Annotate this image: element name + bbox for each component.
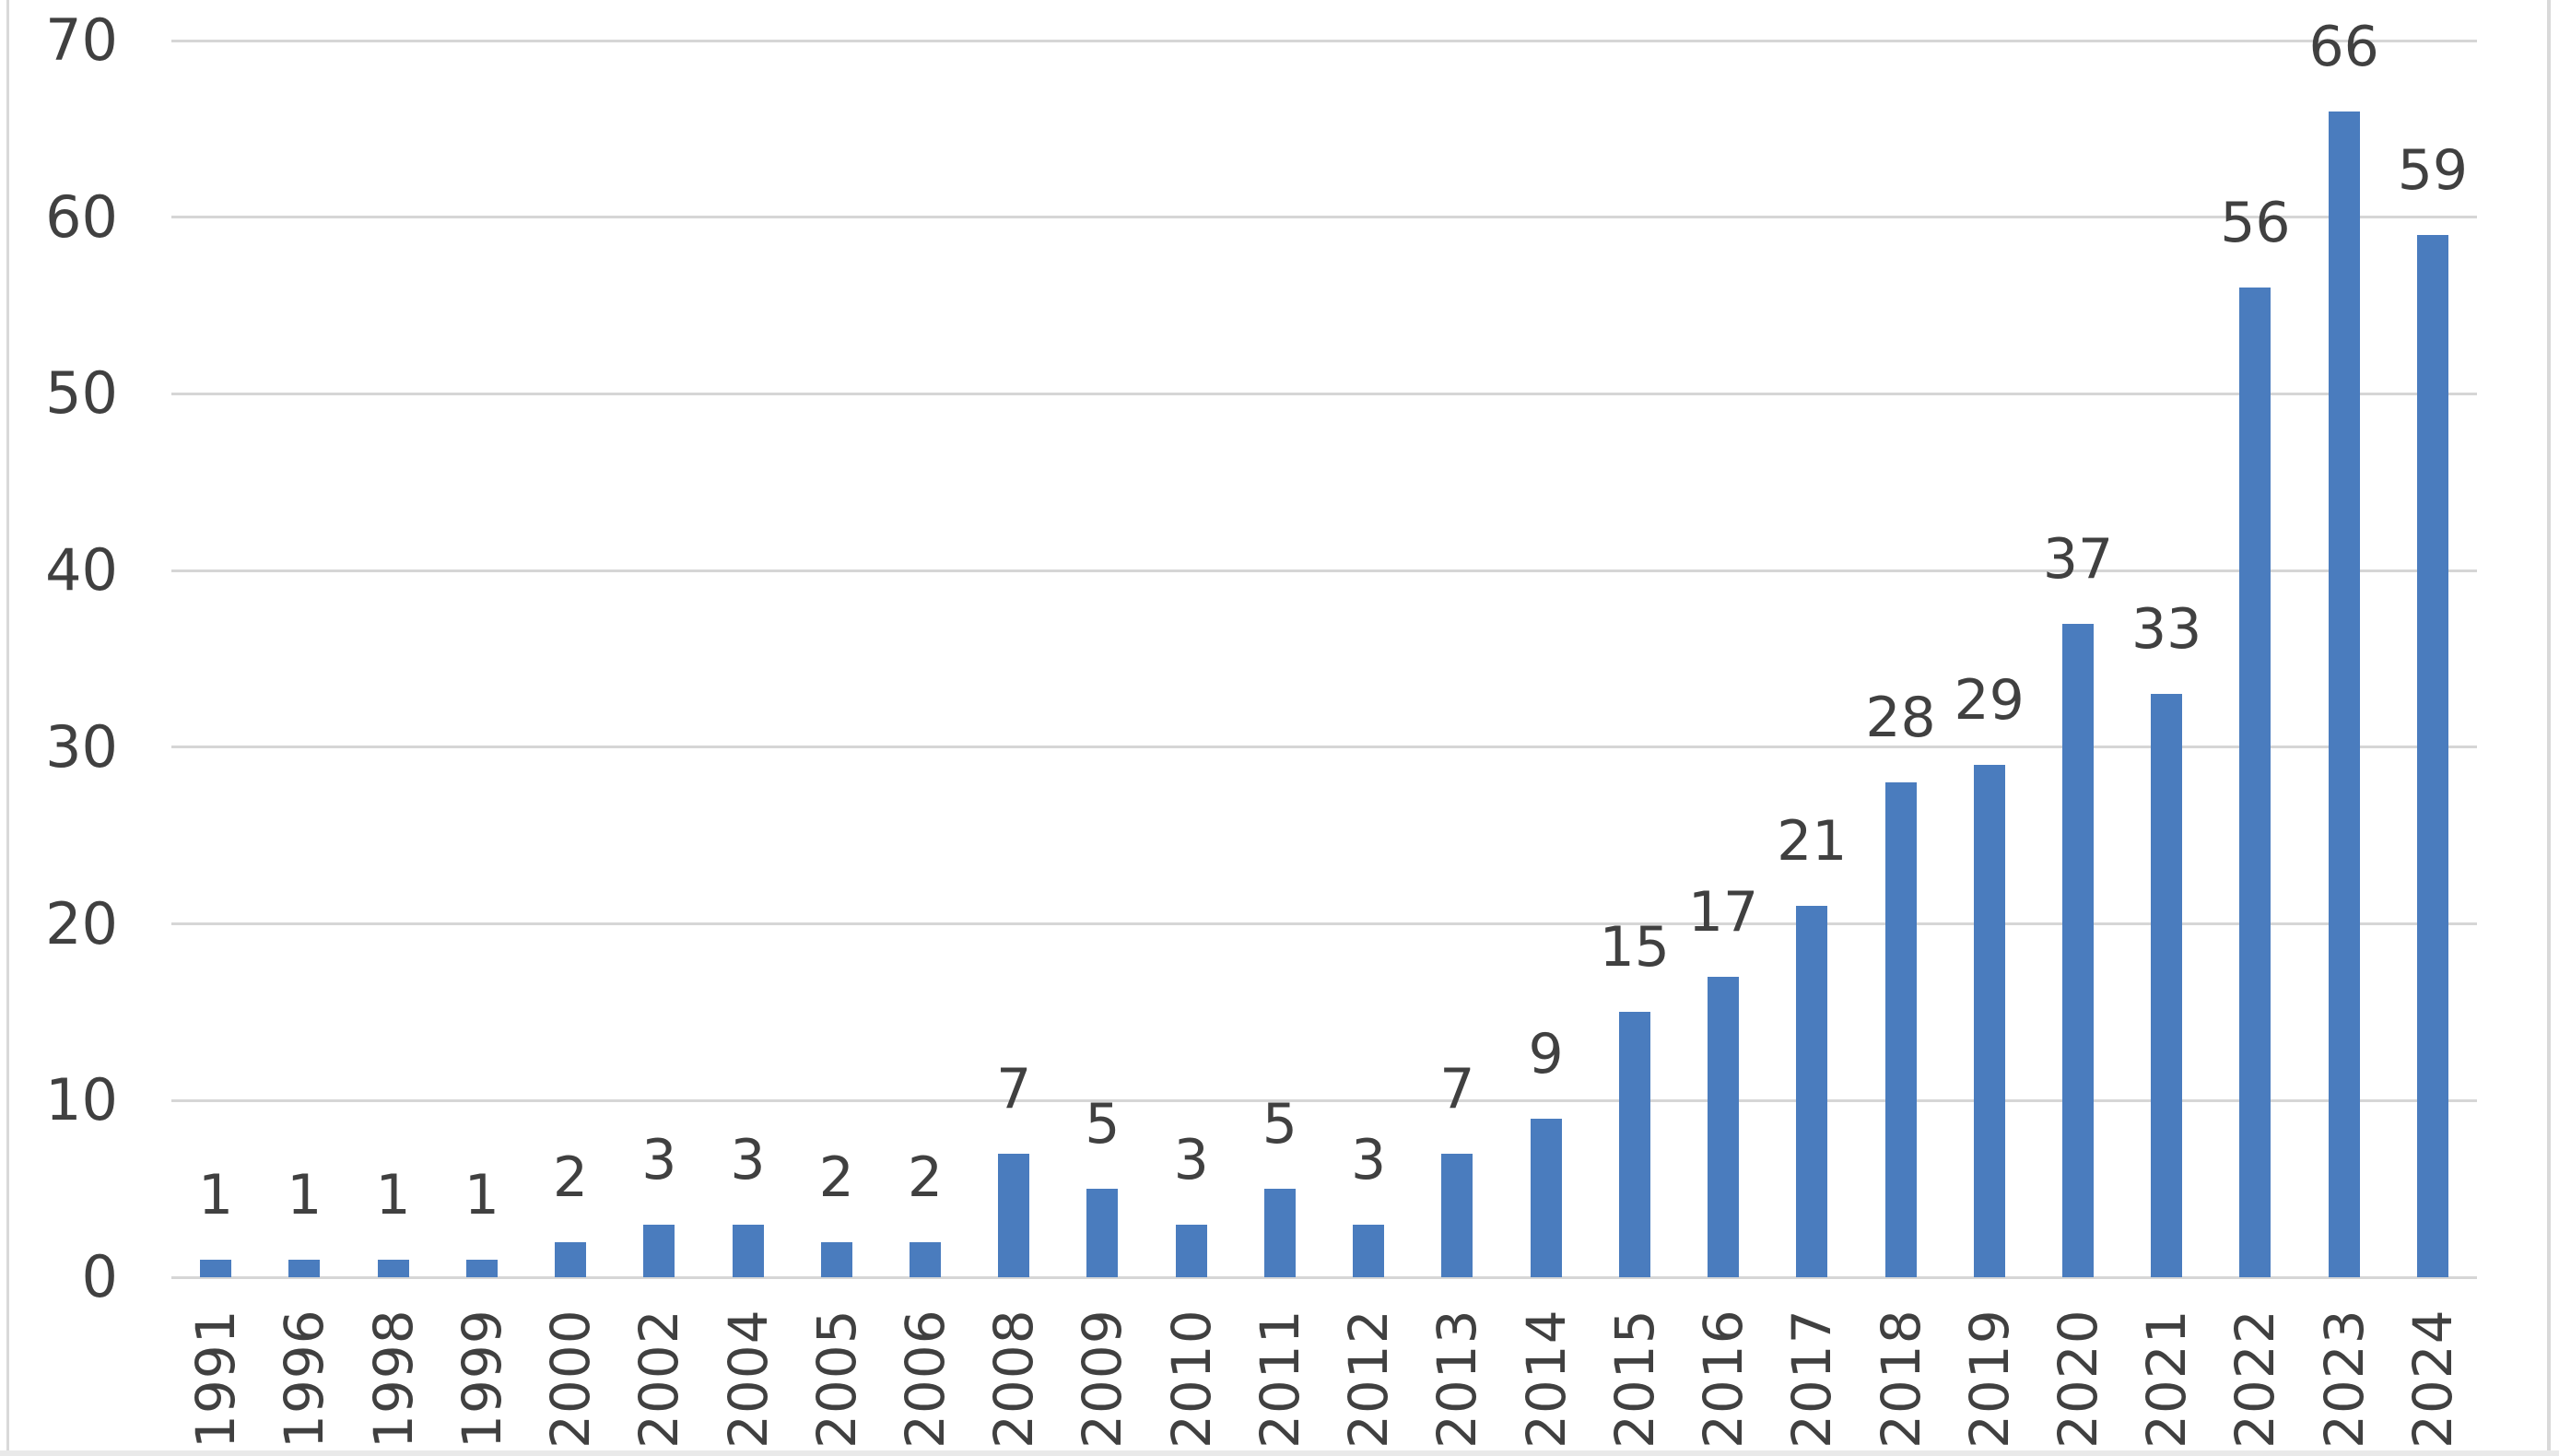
bar-2020: [2062, 623, 2094, 1277]
bar-1996: [288, 1259, 321, 1277]
gridline-20: [171, 922, 2477, 926]
bar-2000: [555, 1241, 586, 1277]
gridline-60: [171, 216, 2477, 219]
data-label-1999: 1: [464, 1162, 499, 1227]
x-tick-label-1999: 1999: [450, 1309, 513, 1449]
gridline-10: [171, 1098, 2477, 1102]
bar-2017: [1796, 906, 1828, 1277]
bar-2004: [732, 1224, 764, 1277]
gridline-70: [171, 39, 2477, 42]
x-tick-label-2013: 2013: [1426, 1309, 1489, 1449]
bar-2002: [643, 1224, 675, 1277]
x-tick-label-1996: 1996: [273, 1309, 336, 1449]
bar-2005: [820, 1241, 852, 1277]
data-label-2011: 5: [1262, 1092, 1297, 1157]
data-label-2009: 5: [1085, 1092, 1121, 1157]
data-label-2018: 28: [1865, 686, 1936, 751]
bar-2022: [2239, 288, 2271, 1277]
x-tick-label-1991: 1991: [184, 1309, 248, 1449]
x-tick-label-2009: 2009: [1071, 1309, 1134, 1449]
chart-border-left: [6, 0, 9, 1456]
data-label-2014: 9: [1528, 1021, 1564, 1086]
bar-2014: [1530, 1118, 1562, 1277]
gridline-30: [171, 746, 2477, 749]
bar-2015: [1618, 1012, 1650, 1277]
data-label-1998: 1: [375, 1162, 411, 1227]
data-label-2012: 3: [1351, 1127, 1387, 1192]
x-tick-label-2012: 2012: [1337, 1309, 1401, 1449]
data-label-2022: 56: [2220, 191, 2291, 256]
chart-border-right: [2547, 0, 2551, 1456]
bar-2024: [2416, 234, 2448, 1277]
x-tick-label-2010: 2010: [1159, 1309, 1223, 1449]
bar-2019: [1973, 765, 2005, 1277]
y-tick-label-30: 30: [45, 712, 118, 781]
bar-2013: [1441, 1153, 1473, 1277]
data-label-2013: 7: [1439, 1056, 1475, 1121]
x-tick-label-2002: 2002: [628, 1309, 691, 1449]
bar-2012: [1353, 1224, 1385, 1277]
chart-border-bottom: [0, 1450, 2559, 1456]
bar-2006: [910, 1241, 941, 1277]
gridline-50: [171, 392, 2477, 395]
x-tick-label-2006: 2006: [894, 1309, 957, 1449]
bar-2023: [2328, 111, 2360, 1277]
x-tick-label-2005: 2005: [804, 1309, 868, 1449]
y-tick-label-60: 60: [45, 182, 118, 251]
gridline-0: [171, 1275, 2477, 1279]
data-label-2020: 37: [2042, 526, 2114, 592]
x-tick-label-2021: 2021: [2135, 1309, 2199, 1449]
bar-2018: [1884, 782, 1917, 1277]
bar-2008: [998, 1153, 1030, 1277]
data-label-2000: 2: [552, 1145, 589, 1210]
data-label-2023: 66: [2308, 14, 2379, 79]
data-label-2002: 3: [641, 1127, 677, 1192]
data-label-2005: 2: [818, 1145, 854, 1210]
data-label-2010: 3: [1173, 1127, 1209, 1192]
bar-2009: [1086, 1189, 1119, 1277]
data-label-2016: 17: [1687, 880, 1759, 945]
bar-2016: [1708, 977, 1739, 1277]
x-tick-label-2000: 2000: [539, 1309, 602, 1449]
x-tick-label-2008: 2008: [982, 1309, 1046, 1449]
data-label-2019: 29: [1954, 668, 2025, 733]
gridline-40: [171, 569, 2477, 572]
bar-1998: [377, 1259, 409, 1277]
x-tick-label-2019: 2019: [1957, 1309, 2021, 1449]
data-label-2021: 33: [2131, 597, 2202, 663]
data-label-1991: 1: [198, 1162, 234, 1227]
bar-1999: [465, 1259, 498, 1277]
x-tick-label-1998: 1998: [361, 1309, 425, 1449]
y-tick-label-0: 0: [81, 1243, 118, 1310]
x-tick-label-2018: 2018: [1869, 1309, 1932, 1449]
data-label-2006: 2: [907, 1145, 944, 1210]
x-tick-label-2015: 2015: [1602, 1309, 1666, 1449]
x-tick-label-2004: 2004: [716, 1309, 780, 1449]
x-tick-label-2024: 2024: [2401, 1309, 2464, 1449]
x-tick-label-2022: 2022: [2224, 1309, 2287, 1449]
bar-2010: [1175, 1224, 1207, 1277]
y-tick-label-20: 20: [45, 889, 118, 957]
x-tick-label-2014: 2014: [1514, 1309, 1578, 1449]
y-tick-label-10: 10: [45, 1066, 118, 1134]
x-tick-label-2016: 2016: [1692, 1309, 1755, 1449]
bar-2021: [2151, 694, 2183, 1277]
x-tick-label-2020: 2020: [2047, 1309, 2109, 1449]
x-tick-label-2017: 2017: [1780, 1309, 1844, 1449]
data-label-2004: 3: [730, 1127, 766, 1192]
y-tick-label-70: 70: [45, 6, 118, 74]
data-label-2017: 21: [1777, 809, 1848, 875]
data-label-2015: 15: [1599, 915, 1670, 980]
bar-1991: [200, 1259, 232, 1277]
y-tick-label-50: 50: [45, 359, 118, 428]
y-tick-label-40: 40: [45, 536, 118, 605]
x-tick-label-2023: 2023: [2312, 1309, 2376, 1449]
data-label-2008: 7: [996, 1056, 1032, 1121]
x-tick-label-2011: 2011: [1248, 1309, 1311, 1449]
data-label-2024: 59: [2397, 137, 2469, 203]
bar-2011: [1263, 1189, 1296, 1277]
data-label-1996: 1: [287, 1162, 323, 1227]
